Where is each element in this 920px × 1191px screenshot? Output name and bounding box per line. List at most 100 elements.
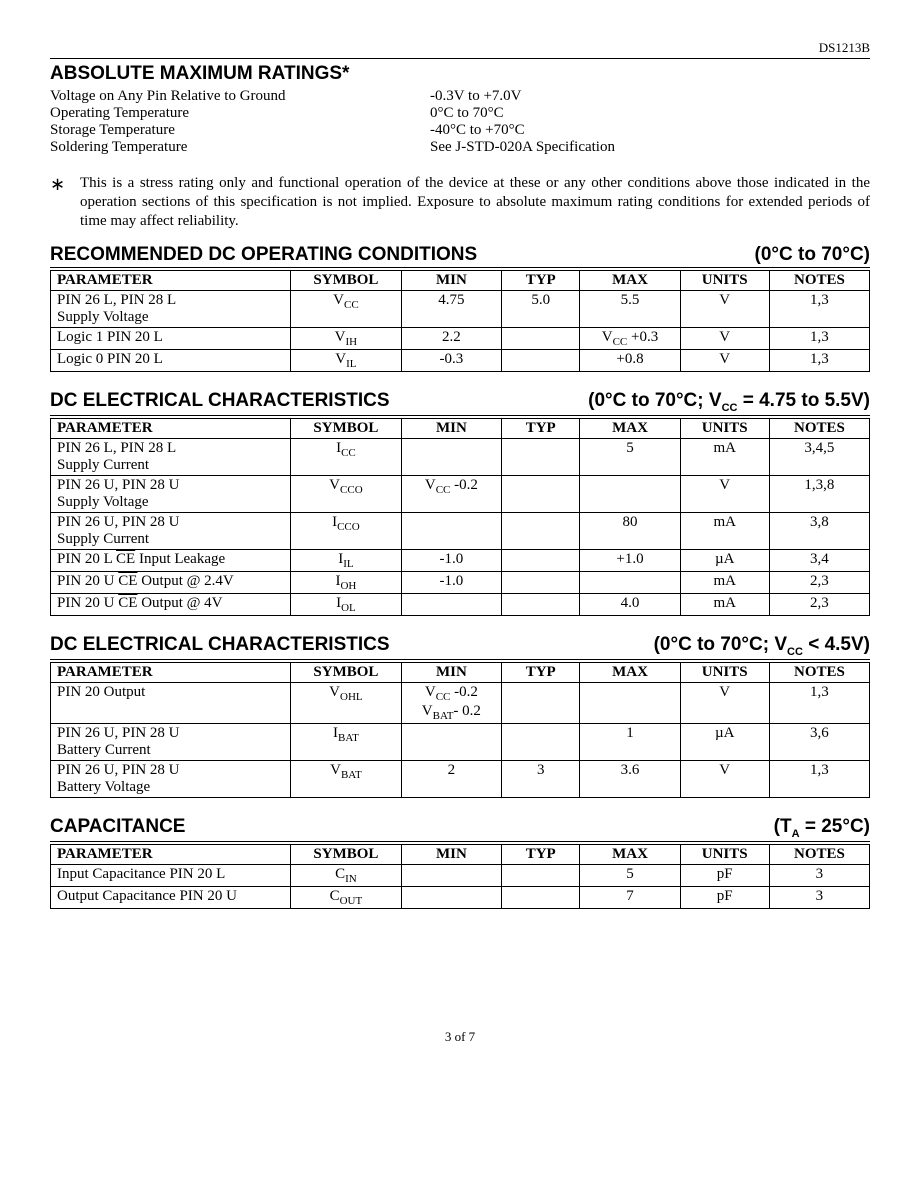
abs-max-label: Operating Temperature [50, 105, 430, 122]
cap-condition: (TA = 25°C) [774, 816, 870, 840]
table-cell: VIH [290, 328, 401, 350]
table-header: SYMBOL [290, 844, 401, 864]
abs-max-label: Storage Temperature [50, 122, 430, 139]
table-header: SYMBOL [290, 271, 401, 291]
doc-id: DS1213B [50, 40, 870, 56]
table-cell: VCC -0.2VBAT- 0.2 [401, 682, 501, 723]
table-row: PIN 26 U, PIN 28 USupply VoltageVCCOVCC … [51, 476, 870, 513]
table-cell: 5 [580, 864, 680, 886]
table-cell: 4.0 [580, 594, 680, 616]
footnote-marker: ∗ [50, 174, 80, 230]
table-cell: Logic 0 PIN 20 L [51, 350, 291, 372]
abs-max-label: Voltage on Any Pin Relative to Ground [50, 88, 430, 105]
table-cell: PIN 20 U CE Output @ 4V [51, 594, 291, 616]
table-cell: CIN [290, 864, 401, 886]
table-cell: 80 [580, 513, 680, 550]
table-header: TYP [501, 419, 580, 439]
table-header: PARAMETER [51, 271, 291, 291]
table-cell: Input Capacitance PIN 20 L [51, 864, 291, 886]
abs-max-value: -0.3V to +7.0V [430, 88, 870, 105]
table-cell: 2,3 [769, 594, 869, 616]
table-cell: VCC [290, 291, 401, 328]
table-cell: mA [680, 572, 769, 594]
table-cell [401, 886, 501, 908]
table-cell: 3,8 [769, 513, 869, 550]
table-header: TYP [501, 271, 580, 291]
table-cell [401, 864, 501, 886]
table-header: TYP [501, 662, 580, 682]
table-cell: ICC [290, 439, 401, 476]
table-cell: V [680, 328, 769, 350]
table-cell [501, 594, 580, 616]
table-cell [401, 513, 501, 550]
page-number: 3 of 7 [50, 1029, 870, 1045]
table-cell [401, 594, 501, 616]
table-cell: PIN 26 U, PIN 28 USupply Current [51, 513, 291, 550]
table-cell [501, 572, 580, 594]
table-cell: IBAT [290, 723, 401, 760]
table-header: NOTES [769, 662, 869, 682]
table-cell: 3,4 [769, 550, 869, 572]
table-cell: -1.0 [401, 572, 501, 594]
dc2-table: PARAMETERSYMBOLMINTYPMAXUNITSNOTESPIN 20… [50, 662, 870, 798]
dc1-table: PARAMETERSYMBOLMINTYPMAXUNITSNOTESPIN 26… [50, 418, 870, 616]
table-cell: PIN 20 Output [51, 682, 291, 723]
table-cell: 3 [769, 886, 869, 908]
dc2-title: DC ELECTRICAL CHARACTERISTICS [50, 634, 390, 656]
table-header: PARAMETER [51, 419, 291, 439]
dc1-condition: (0°C to 70°C; VCC = 4.75 to 5.5V) [588, 390, 870, 414]
abs-max-row: Soldering Temperature See J-STD-020A Spe… [50, 139, 870, 156]
dc1-title: DC ELECTRICAL CHARACTERISTICS [50, 390, 390, 412]
abs-max-row: Operating Temperature 0°C to 70°C [50, 105, 870, 122]
table-cell [501, 886, 580, 908]
table-row: PIN 20 OutputVOHLVCC -0.2VBAT- 0.2V1,3 [51, 682, 870, 723]
table-header: MIN [401, 419, 501, 439]
table-cell [501, 513, 580, 550]
table-cell: 3,6 [769, 723, 869, 760]
cap-title: CAPACITANCE [50, 816, 185, 838]
table-cell: Output Capacitance PIN 20 U [51, 886, 291, 908]
abs-max-footnote: ∗ This is a stress rating only and funct… [50, 174, 870, 230]
table-cell: V [680, 350, 769, 372]
cap-section: CAPACITANCE (TA = 25°C) PARAMETERSYMBOLM… [50, 816, 870, 909]
table-row: Logic 0 PIN 20 LVIL-0.3+0.8V1,3 [51, 350, 870, 372]
table-cell: 1,3 [769, 760, 869, 797]
abs-max-row: Voltage on Any Pin Relative to Ground -0… [50, 88, 870, 105]
table-header: PARAMETER [51, 662, 291, 682]
table-cell: PIN 26 L, PIN 28 LSupply Current [51, 439, 291, 476]
table-cell: 1,3 [769, 350, 869, 372]
table-cell: PIN 26 U, PIN 28 UBattery Voltage [51, 760, 291, 797]
table-row: Output Capacitance PIN 20 UCOUT7pF3 [51, 886, 870, 908]
table-row: PIN 20 L CE Input LeakageIIL-1.0+1.0µA3,… [51, 550, 870, 572]
table-cell: 5.0 [501, 291, 580, 328]
table-cell: PIN 26 U, PIN 28 UBattery Current [51, 723, 291, 760]
table-header: MIN [401, 844, 501, 864]
table-cell: pF [680, 864, 769, 886]
table-cell: 4.75 [401, 291, 501, 328]
table-header: TYP [501, 844, 580, 864]
table-cell: 7 [580, 886, 680, 908]
table-row: Logic 1 PIN 20 LVIH2.2VCC +0.3V1,3 [51, 328, 870, 350]
table-cell: V [680, 291, 769, 328]
table-cell [580, 476, 680, 513]
table-cell [501, 550, 580, 572]
table-cell: 3.6 [580, 760, 680, 797]
table-cell: V [680, 476, 769, 513]
table-cell: PIN 20 U CE Output @ 2.4V [51, 572, 291, 594]
table-header: MIN [401, 271, 501, 291]
table-cell [501, 723, 580, 760]
table-cell: 2 [401, 760, 501, 797]
table-header: MAX [580, 662, 680, 682]
table-cell: COUT [290, 886, 401, 908]
table-cell: PIN 26 U, PIN 28 USupply Voltage [51, 476, 291, 513]
table-cell: 3 [501, 760, 580, 797]
table-cell: VCCO [290, 476, 401, 513]
table-header: PARAMETER [51, 844, 291, 864]
table-cell: VIL [290, 350, 401, 372]
table-cell: 3,4,5 [769, 439, 869, 476]
table-cell: VCC -0.2 [401, 476, 501, 513]
table-row: PIN 26 L, PIN 28 LSupply VoltageVCC4.755… [51, 291, 870, 328]
table-cell: V [680, 682, 769, 723]
table-cell: µA [680, 723, 769, 760]
table-cell [501, 864, 580, 886]
